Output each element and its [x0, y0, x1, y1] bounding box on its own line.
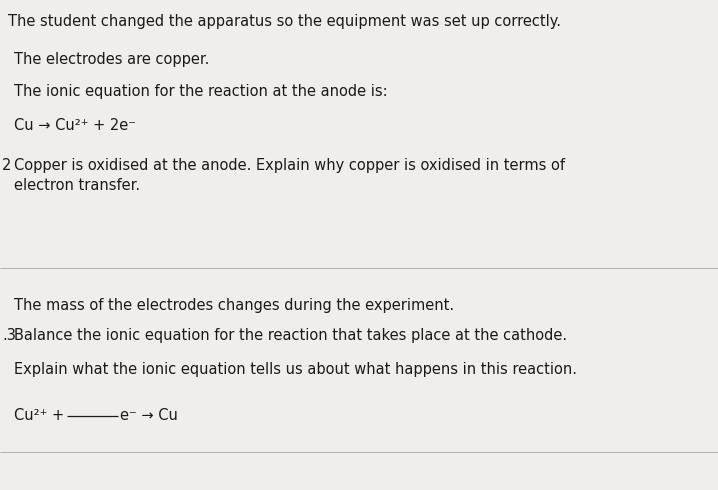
Text: 2: 2	[2, 158, 11, 173]
Text: The mass of the electrodes changes during the experiment.: The mass of the electrodes changes durin…	[14, 298, 454, 313]
Text: Cu²⁺ +: Cu²⁺ +	[14, 408, 69, 423]
Text: Copper is oxidised at the anode. Explain why copper is oxidised in terms of: Copper is oxidised at the anode. Explain…	[14, 158, 565, 173]
Text: Cu → Cu²⁺ + 2e⁻: Cu → Cu²⁺ + 2e⁻	[14, 118, 136, 133]
Text: Balance the ionic equation for the reaction that takes place at the cathode.: Balance the ionic equation for the react…	[14, 328, 567, 343]
Text: The electrodes are copper.: The electrodes are copper.	[14, 52, 210, 67]
Text: The student changed the apparatus so the equipment was set up correctly.: The student changed the apparatus so the…	[8, 14, 561, 29]
Text: Explain what the ionic equation tells us about what happens in this reaction.: Explain what the ionic equation tells us…	[14, 362, 577, 377]
Text: .3: .3	[2, 328, 16, 343]
Text: e⁻ → Cu: e⁻ → Cu	[120, 408, 178, 423]
Text: electron transfer.: electron transfer.	[14, 178, 140, 193]
Text: The ionic equation for the reaction at the anode is:: The ionic equation for the reaction at t…	[14, 84, 388, 99]
